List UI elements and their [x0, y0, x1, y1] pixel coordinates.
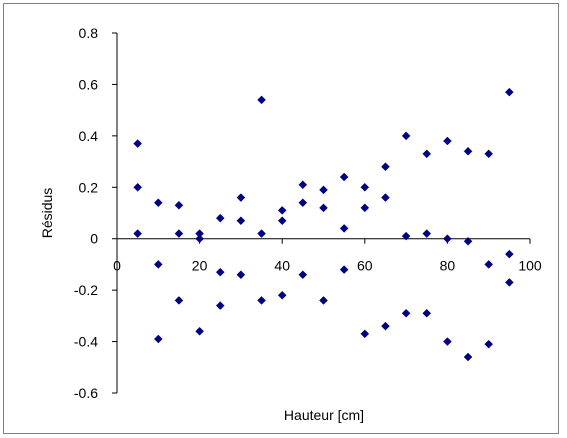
data-point [504, 87, 514, 97]
data-point [422, 229, 432, 238]
y-tick-label: 0.6 [79, 76, 99, 92]
x-tick-label: 0 [113, 258, 121, 274]
plot-area: 0.8 0.6 0.4 0.2 0 -0.2 -0.4 -0.6 0 20 40 60 80 100 [74, 25, 542, 401]
data-point [443, 136, 452, 146]
data-point [484, 149, 494, 159]
x-tick-label: 20 [192, 258, 208, 274]
x-tick-label: 100 [518, 258, 542, 274]
x-tick-label: 60 [357, 258, 373, 274]
data-point [319, 203, 328, 213]
data-point [174, 296, 184, 305]
data-point [133, 229, 143, 238]
data-point [133, 139, 143, 148]
data-point [174, 200, 184, 210]
data-point [236, 216, 246, 226]
x-tick-label: 80 [440, 258, 456, 274]
data-point [319, 185, 328, 195]
data-point [504, 249, 514, 259]
data-point [133, 182, 143, 192]
data-point [463, 352, 473, 362]
data-point [484, 339, 494, 349]
data-point [339, 265, 349, 274]
data-point [381, 193, 390, 202]
y-tick-label: 0 [90, 231, 98, 247]
data-point [381, 321, 390, 331]
data-point [504, 278, 514, 287]
data-point [195, 234, 204, 244]
data-point [463, 146, 473, 156]
data-point [422, 308, 432, 318]
data-point [401, 308, 411, 318]
data-point [215, 267, 225, 277]
x-tick-label: 40 [274, 258, 290, 274]
y-tick-label: 0.2 [79, 179, 99, 195]
data-point [443, 234, 452, 244]
data-point [401, 231, 411, 241]
data-point [484, 260, 494, 269]
data-point [153, 334, 163, 344]
x-axis-title: Hauteur [cm] [284, 407, 364, 423]
data-point [277, 290, 287, 300]
data-point [381, 162, 390, 172]
data-point [422, 149, 432, 159]
data-point [153, 260, 163, 269]
data-point [298, 270, 308, 280]
data-point [174, 229, 184, 238]
data-point [360, 203, 370, 213]
y-tick-label: 0.4 [79, 128, 99, 144]
y-tick-label: -0.6 [74, 385, 98, 401]
data-point [153, 198, 163, 208]
data-point [298, 198, 308, 208]
data-point [257, 95, 266, 105]
y-tick-label: -0.4 [74, 334, 98, 350]
data-point [339, 172, 349, 182]
data-point [215, 213, 225, 223]
data-point [195, 326, 204, 336]
data-point [236, 270, 246, 280]
data-point [257, 296, 266, 305]
y-tick-label: -0.2 [74, 282, 98, 298]
data-point [401, 131, 411, 141]
data-point [257, 229, 266, 238]
data-point [236, 193, 246, 202]
data-point [360, 182, 370, 192]
y-tick-label: 0.8 [79, 25, 99, 41]
data-point [339, 224, 349, 233]
data-point [463, 236, 473, 246]
data-point [215, 301, 225, 310]
y-axis-title: Résidus [39, 188, 55, 239]
data-point [277, 206, 287, 215]
data-point [443, 337, 452, 346]
data-point [277, 216, 287, 226]
data-point [360, 329, 370, 339]
data-point [319, 296, 328, 305]
data-point [298, 180, 308, 190]
